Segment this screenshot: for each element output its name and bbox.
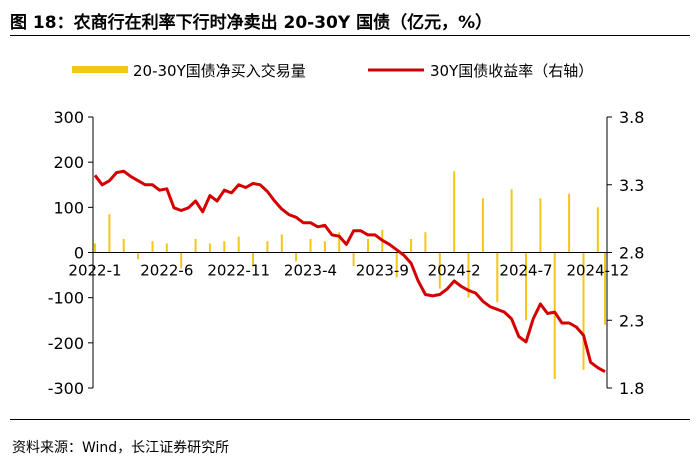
x-tick-label: 2023-9	[356, 262, 409, 280]
right-tick-label: 3.8	[619, 108, 644, 127]
chart-title: 图 18：农商行在利率下行时净卖出 20-30Y 国债（亿元，%）	[10, 13, 493, 33]
x-tick-label: 2024-12	[566, 262, 629, 280]
bar-series	[94, 171, 606, 379]
bar	[352, 252, 355, 267]
legend-label-bar: 20-30Y国债净买入交易量	[133, 62, 306, 80]
bar	[309, 238, 312, 253]
left-tick-label: 100	[53, 198, 84, 217]
right-tick-label: 3.3	[619, 176, 644, 195]
x-tick-label: 2024-2	[428, 262, 481, 280]
bar	[395, 252, 398, 278]
bar	[467, 252, 470, 298]
bar	[604, 252, 606, 325]
bar	[525, 252, 527, 321]
bar	[438, 252, 441, 289]
x-tick-label: 2023-4	[284, 262, 337, 280]
x-tick-label: 2022-1	[68, 262, 121, 280]
bar	[539, 198, 542, 253]
bar	[496, 252, 499, 303]
bar	[208, 243, 211, 253]
left-tick-label: -300	[48, 379, 84, 398]
tick-labels: 300 200 100 0 -100 -200 -300 3.8 3.3 2.8 2.3 1.8 202…	[48, 108, 645, 398]
x-tick-label: 2022-11	[207, 262, 270, 280]
bar	[151, 241, 154, 253]
axes	[88, 116, 612, 389]
right-tick-label: 2.3	[619, 311, 644, 330]
bar	[510, 189, 513, 253]
bar	[237, 236, 240, 253]
bar	[266, 241, 269, 253]
bar	[323, 241, 326, 253]
bar	[453, 171, 456, 253]
bar	[252, 252, 254, 267]
legend-swatch-bar	[72, 66, 128, 73]
bar	[122, 238, 125, 253]
bar	[568, 193, 571, 253]
bar	[582, 252, 585, 370]
footer-rule	[10, 419, 690, 420]
yield-line	[93, 169, 606, 374]
right-tick-label: 2.8	[619, 244, 644, 263]
bar	[367, 238, 369, 253]
x-tick-label: 2022-6	[140, 262, 193, 280]
left-tick-label: -100	[48, 289, 84, 308]
title-rule	[10, 35, 690, 36]
bar	[180, 252, 183, 269]
bar	[596, 207, 599, 253]
bar	[410, 238, 413, 253]
left-tick-label: -200	[48, 334, 84, 353]
bar	[338, 232, 341, 253]
chart-legend: 20-30Y国债净买入交易量 30Y国债收益率（右轴）	[72, 62, 593, 80]
left-tick-label: 0	[74, 244, 84, 263]
left-tick-label: 200	[53, 153, 84, 172]
bar	[194, 238, 197, 253]
bar	[108, 214, 111, 253]
bar	[553, 252, 556, 379]
x-tick-label: 2024-7	[499, 262, 552, 280]
source-note: 资料来源：Wind，长江证券研究所	[12, 440, 230, 456]
bar	[223, 241, 226, 253]
bar	[94, 243, 96, 253]
bar	[295, 252, 298, 262]
bar	[137, 252, 140, 260]
bar	[280, 234, 283, 253]
bar	[481, 198, 484, 253]
bar	[424, 232, 427, 253]
bar	[165, 243, 168, 253]
right-tick-label: 1.8	[619, 379, 644, 398]
legend-label-line: 30Y国债收益率（右轴）	[430, 62, 593, 80]
left-tick-label: 300	[53, 108, 84, 127]
